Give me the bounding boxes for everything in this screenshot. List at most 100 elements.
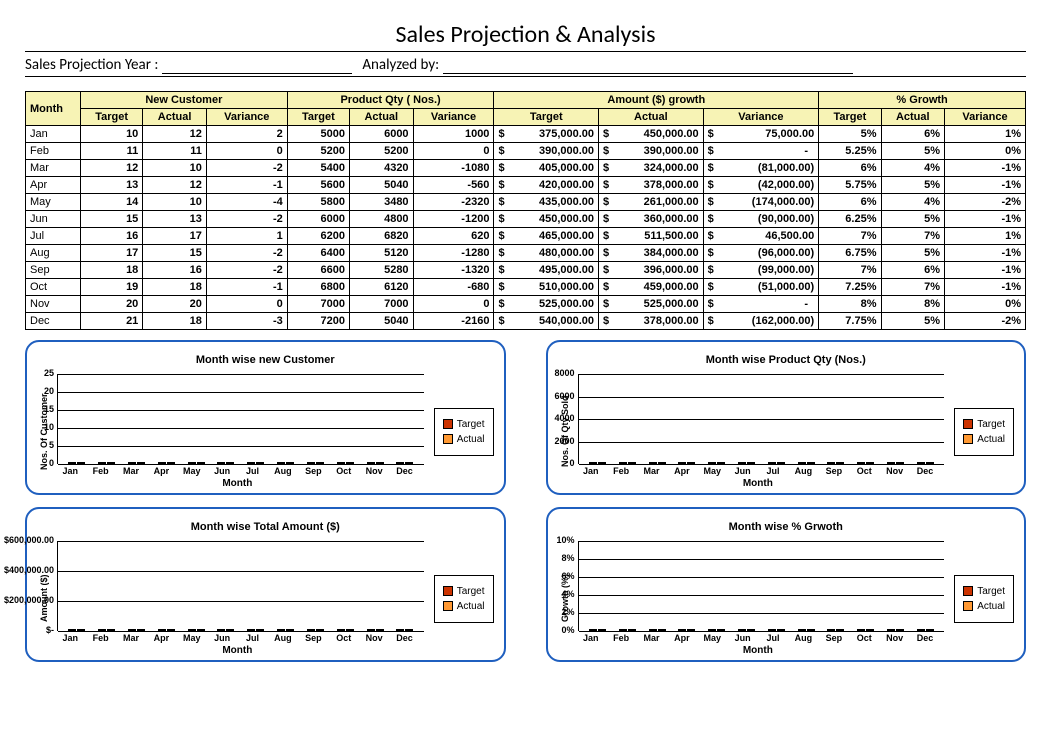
bar-actual (836, 629, 844, 631)
bar-actual (226, 629, 234, 631)
bar-target (619, 629, 627, 631)
bar-actual (376, 629, 384, 631)
bar-target (708, 629, 716, 631)
bar-target (887, 462, 895, 464)
bar-actual (896, 462, 904, 464)
bar-actual (77, 462, 85, 464)
bar-actual (926, 629, 934, 631)
bar-actual (658, 629, 666, 631)
bar-actual (197, 462, 205, 464)
bar-actual (167, 462, 175, 464)
bar-group (211, 629, 241, 631)
bar-group (62, 629, 92, 631)
bar-group (241, 462, 271, 464)
plot-area (57, 374, 424, 464)
year-label: Sales Projection Year : (25, 56, 158, 74)
bar-group (330, 629, 360, 631)
bar-actual (628, 629, 636, 631)
legend: TargetActual (954, 408, 1014, 456)
chart-customer: Month wise new CustomerNos. Of Customer2… (25, 340, 506, 495)
bar-group (672, 629, 702, 631)
bar-target (367, 462, 375, 464)
bar-group (360, 629, 390, 631)
sub-header: Sales Projection Year : Analyzed by: (25, 56, 1026, 74)
bar-target (337, 462, 345, 464)
bar-actual (777, 462, 785, 464)
bar-target (396, 462, 404, 464)
analyzed-input-line[interactable] (443, 58, 853, 74)
bar-group (791, 462, 821, 464)
bar-group (122, 462, 152, 464)
bar-actual (687, 629, 695, 631)
bar-target (649, 462, 657, 464)
bar-group (92, 629, 122, 631)
bar-group (62, 462, 92, 464)
bar-group (390, 462, 420, 464)
bar-actual (598, 629, 606, 631)
bar-actual (747, 629, 755, 631)
bar-target (678, 629, 686, 631)
year-input-line[interactable] (162, 58, 352, 74)
bar-group (301, 462, 331, 464)
bar-target (708, 462, 716, 464)
bar-group (241, 629, 271, 631)
bar-actual (807, 462, 815, 464)
bar-target (277, 629, 285, 631)
chart-growth: Month wise % GrwothGrowth (%)10%8%6%4%2%… (546, 507, 1027, 662)
bar-target (188, 629, 196, 631)
bar-actual (866, 629, 874, 631)
charts-grid: Month wise new CustomerNos. Of Customer2… (25, 340, 1026, 662)
bar-group (702, 629, 732, 631)
bar-group (271, 629, 301, 631)
legend-target: Target (443, 419, 485, 430)
bar-target (887, 629, 895, 631)
bar-group (211, 462, 241, 464)
bar-target (768, 629, 776, 631)
legend-actual: Actual (443, 434, 485, 445)
x-axis-label: Month (572, 478, 945, 489)
divider (25, 51, 1026, 52)
bar-target (396, 629, 404, 631)
bar-target (217, 462, 225, 464)
bar-group (761, 629, 791, 631)
bar-target (188, 462, 196, 464)
bar-target (917, 629, 925, 631)
bar-actual (137, 629, 145, 631)
projection-table: MonthNew CustomerProduct Qty ( Nos.)Amou… (25, 91, 1026, 330)
bar-actual (896, 629, 904, 631)
chart-title: Month wise Total Amount ($) (37, 521, 494, 533)
bar-actual (658, 462, 666, 464)
legend-actual: Actual (443, 601, 485, 612)
bar-group (612, 462, 642, 464)
plot-area (578, 541, 945, 631)
bar-group (910, 462, 940, 464)
bar-actual (926, 462, 934, 464)
bar-actual (747, 462, 755, 464)
table-row: Sep1816-266005280-1320$495,000.00$396,00… (26, 262, 1026, 279)
bar-actual (256, 462, 264, 464)
bar-target (128, 629, 136, 631)
bar-actual (405, 629, 413, 631)
bar-actual (807, 629, 815, 631)
table-row: Aug1715-264005120-1280$480,000.00$384,00… (26, 245, 1026, 262)
bar-group (851, 629, 881, 631)
bar-target (738, 629, 746, 631)
bar-target (827, 462, 835, 464)
table-row: Jan10122500060001000$375,000.00$450,000.… (26, 126, 1026, 143)
legend-target: Target (443, 586, 485, 597)
table-row: Feb11110520052000$390,000.00$390,000.00$… (26, 143, 1026, 160)
bar-actual (717, 462, 725, 464)
bar-actual (107, 462, 115, 464)
bar-target (98, 462, 106, 464)
bar-group (821, 462, 851, 464)
chart-title: Month wise new Customer (37, 354, 494, 366)
table-header: MonthNew CustomerProduct Qty ( Nos.)Amou… (26, 92, 1026, 126)
bar-actual (836, 462, 844, 464)
bar-target (337, 629, 345, 631)
bar-target (217, 629, 225, 631)
bar-actual (628, 462, 636, 464)
table-row: Nov20200700070000$525,000.00$525,000.00$… (26, 296, 1026, 313)
bar-actual (866, 462, 874, 464)
divider (25, 76, 1026, 77)
bar-group (92, 462, 122, 464)
